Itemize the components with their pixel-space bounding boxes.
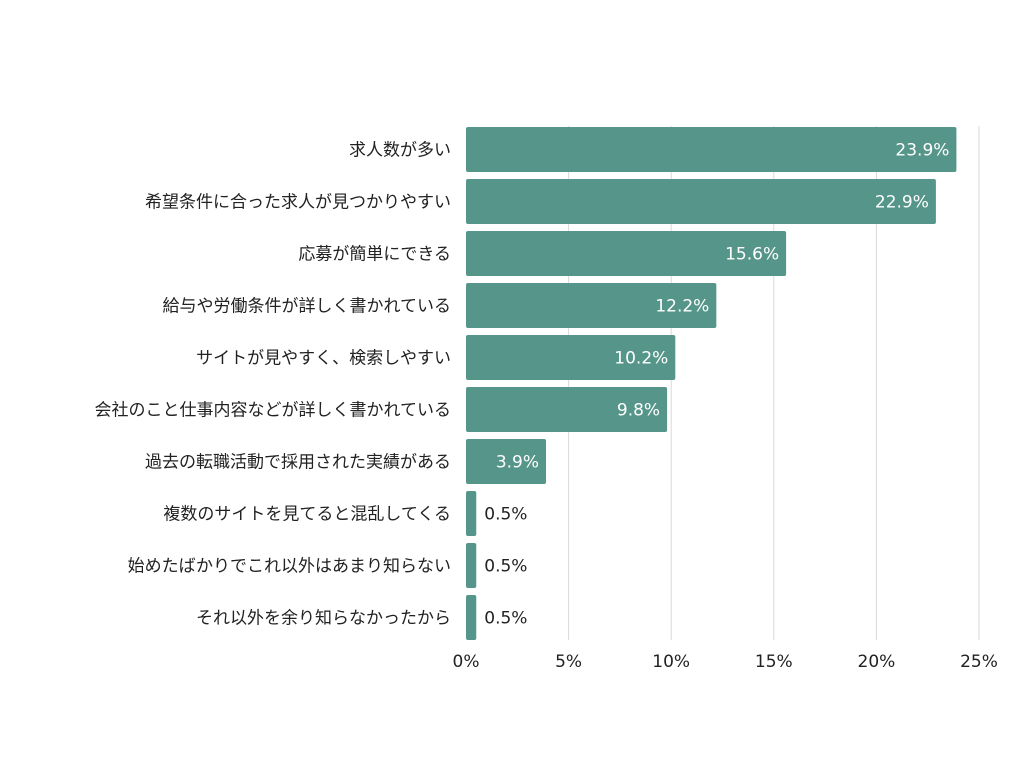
data-label: 9.8%	[617, 401, 660, 421]
bar	[466, 179, 936, 224]
category-label: 複数のサイトを見てると混乱してくる	[163, 505, 451, 525]
data-label: 23.9%	[895, 141, 949, 161]
data-label: 22.9%	[875, 193, 929, 213]
category-label: 始めたばかりでこれ以外はあまり知らない	[128, 557, 451, 577]
bar	[466, 127, 957, 172]
category-label: 希望条件に合った求人が見つかりやすい	[145, 193, 451, 213]
category-label: 過去の転職活動で採用された実績がある	[145, 453, 451, 473]
bar	[466, 439, 547, 484]
value-labels: 23.9% 22.9% 15.6% 12.2% 10.2% 9.8% 3.9% 0.5% 0.5…	[484, 141, 949, 629]
bar	[466, 231, 787, 276]
data-label: 0.5%	[484, 505, 527, 525]
x-tick-label: 0%	[453, 652, 480, 672]
bar	[466, 595, 477, 640]
bar	[466, 387, 668, 432]
bar	[466, 335, 676, 380]
data-label: 12.2%	[655, 297, 709, 317]
data-label: 15.6%	[725, 245, 779, 265]
category-label: 求人数が多い	[349, 141, 451, 161]
bars	[466, 127, 957, 640]
bar	[466, 491, 477, 536]
x-tick-label: 5%	[555, 652, 582, 672]
x-tick-label: 20%	[858, 652, 896, 672]
category-label: サイトが見やすく、検索しやすい	[196, 349, 451, 369]
bar	[466, 543, 477, 588]
category-labels: 求人数が多い希望条件に合った求人が見つかりやすい応募が簡単にできる給与や労働条件…	[95, 141, 452, 629]
data-label: 0.5%	[484, 609, 527, 629]
x-tick-label: 25%	[960, 652, 998, 672]
category-label: 応募が簡単にできる	[298, 245, 451, 265]
bar	[466, 283, 717, 328]
category-label: 会社のこと仕事内容などが詳しく書かれている	[95, 401, 452, 421]
x-tick-label: 10%	[652, 652, 690, 672]
x-tick-label: 15%	[755, 652, 793, 672]
category-label: それ以外を余り知らなかったから	[196, 609, 451, 629]
x-axis-tick-labels: 0% 5% 10% 15% 20% 25%	[453, 652, 998, 672]
category-label: 給与や労働条件が詳しく書かれている	[163, 297, 452, 317]
data-label: 3.9%	[496, 453, 539, 473]
data-label: 10.2%	[614, 349, 668, 369]
data-label: 0.5%	[484, 557, 527, 577]
